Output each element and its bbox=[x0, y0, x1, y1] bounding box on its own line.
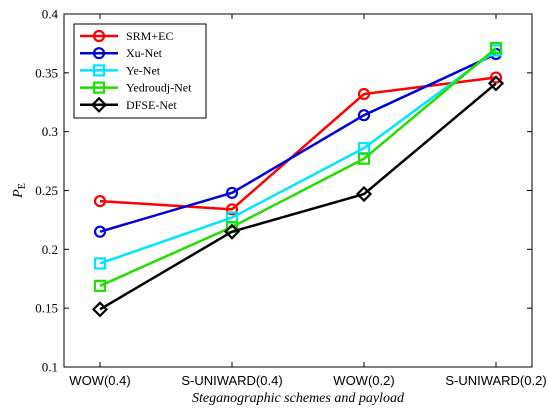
y-tick-label: 0.3 bbox=[42, 124, 58, 139]
x-axis-title: Steganographic schemes and payload bbox=[192, 391, 405, 406]
data-point bbox=[357, 152, 371, 165]
legend-marker bbox=[90, 96, 108, 113]
data-point bbox=[487, 75, 505, 92]
legend-item-srm-ec: SRM+EC bbox=[80, 29, 173, 43]
x-tick-label: S-UNIWARD(0.2) bbox=[445, 373, 546, 388]
y-axis-title-main: P bbox=[11, 189, 26, 199]
legend-item-ye-net: Ye-Net bbox=[80, 63, 161, 77]
y-tick-label: 0.4 bbox=[42, 7, 59, 22]
series-line bbox=[99, 49, 497, 265]
series-line bbox=[99, 52, 497, 233]
y-tick-label: 0.15 bbox=[35, 301, 58, 316]
data-point bbox=[357, 109, 371, 122]
legend-label: Yedroudj-Net bbox=[126, 81, 192, 95]
y-tick-label: 0.35 bbox=[35, 65, 58, 80]
data-point bbox=[93, 194, 107, 208]
data-point bbox=[93, 225, 107, 238]
legend-marker bbox=[92, 47, 106, 60]
legend-marker bbox=[92, 64, 106, 77]
legend-marker bbox=[92, 29, 106, 43]
data-point bbox=[223, 223, 241, 240]
legend-item-dfse-net: DFSE-Net bbox=[80, 96, 177, 113]
data-point bbox=[357, 87, 371, 101]
legend-marker bbox=[92, 81, 106, 94]
legend-item-yedroudj-net: Yedroudj-Net bbox=[80, 81, 192, 95]
y-tick-label: 0.1 bbox=[42, 360, 58, 375]
series-ye-net bbox=[93, 44, 503, 270]
data-point bbox=[225, 186, 239, 199]
legend-label: SRM+EC bbox=[126, 29, 173, 43]
data-point bbox=[225, 203, 239, 216]
x-tick-label: WOW(0.4) bbox=[69, 373, 130, 388]
data-point bbox=[93, 279, 107, 292]
series-yedroudj-net bbox=[93, 42, 503, 292]
y-tick-label: 0.2 bbox=[42, 242, 58, 257]
x-tick-label: S-UNIWARD(0.4) bbox=[181, 373, 282, 388]
legend-label: Ye-Net bbox=[126, 63, 161, 77]
x-tick-label: WOW(0.2) bbox=[333, 373, 394, 388]
data-point bbox=[355, 185, 373, 203]
y-axis-title-subscript: E bbox=[17, 183, 28, 189]
legend: SRM+EC Xu-Net Ye-Net Yedroudj-Net DFSE-Net bbox=[73, 23, 207, 119]
series-line bbox=[99, 82, 497, 311]
legend-item-xu-net: Xu-Net bbox=[80, 46, 163, 60]
y-axis-title: PE bbox=[11, 183, 28, 199]
legend-label: DFSE-Net bbox=[126, 98, 177, 112]
legend-label: Xu-Net bbox=[126, 46, 163, 60]
series-layer bbox=[91, 42, 505, 318]
data-point bbox=[91, 301, 109, 318]
series-line bbox=[99, 47, 497, 287]
series-dfse-net bbox=[91, 75, 505, 318]
data-point bbox=[489, 71, 503, 84]
data-point bbox=[489, 42, 503, 55]
data-point bbox=[93, 257, 107, 270]
y-tick-label: 0.25 bbox=[35, 183, 58, 198]
